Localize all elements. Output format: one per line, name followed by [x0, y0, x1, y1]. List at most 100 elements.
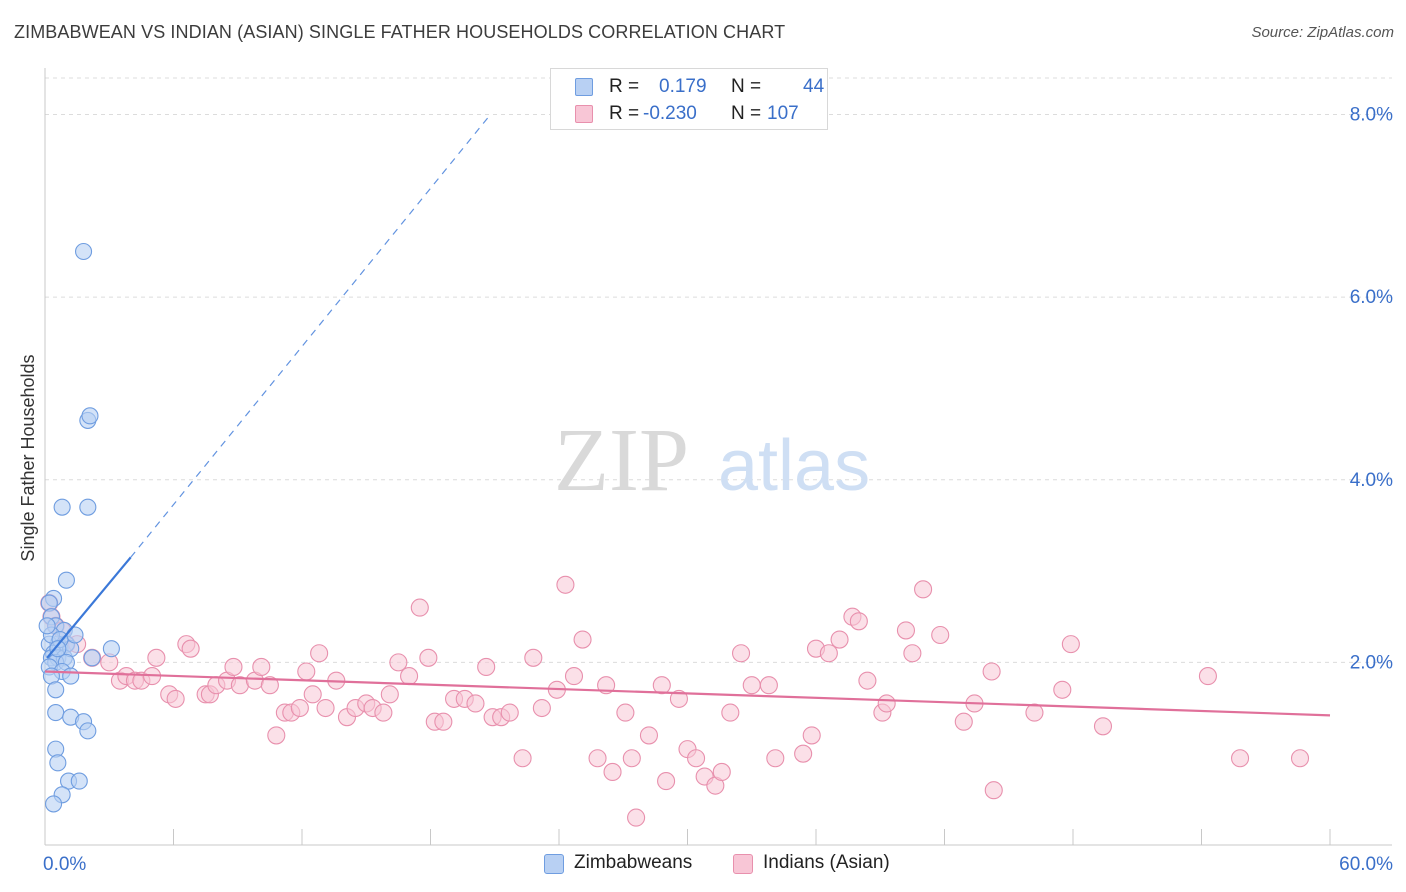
data-point-indians [400, 667, 419, 686]
data-point-indians [297, 662, 316, 681]
y-tick-labels: 2.0% 4.0% 6.0% 8.0% [1350, 105, 1393, 674]
data-point-indians [389, 653, 408, 672]
data-point-indians [316, 698, 335, 718]
data-point-indians [290, 698, 309, 718]
data-point-indians [419, 648, 438, 667]
data-point-indians [802, 726, 821, 745]
data-point-indians [731, 644, 751, 663]
data-point-indians [303, 685, 322, 704]
data-point-indians [819, 644, 838, 663]
y-tick-label: 4.0% [1350, 470, 1393, 491]
legend-label-indians: Indians (Asian) [763, 852, 890, 873]
legend-r-label: R = [609, 103, 640, 124]
data-point-indians [669, 689, 688, 708]
legend-label-zimbabweans: Zimbabweans [574, 852, 693, 873]
data-point-indians [466, 694, 485, 713]
data-point-indians [524, 648, 543, 667]
data-point-indians [147, 648, 166, 667]
watermark-zip: ZIP [554, 411, 689, 510]
data-point-indians [858, 671, 877, 690]
data-point-indians [181, 639, 200, 658]
data-point-zimbabweans [45, 795, 63, 813]
trend-line-zimbabweans [46, 556, 132, 659]
trend-line-zimbabweans-extension [130, 114, 491, 558]
data-point-indians [914, 580, 933, 599]
data-point-indians [1061, 635, 1080, 654]
data-point-indians [721, 703, 740, 722]
data-point-zimbabweans [83, 649, 101, 667]
trend-line-indians [44, 670, 1331, 717]
y-tick-label: 2.0% [1350, 652, 1393, 673]
data-point-zimbabweans [62, 667, 80, 685]
data-point-indians [627, 808, 646, 827]
data-point-indians [766, 749, 785, 768]
data-point-indians [742, 676, 761, 695]
legend-n-label: N = [731, 103, 762, 124]
data-point-zimbabweans [49, 754, 67, 772]
legend-n-value: 44 [803, 76, 825, 97]
data-point-indians [849, 612, 868, 631]
source-label: Source: ZipAtlas.com [1251, 24, 1394, 41]
data-point-indians [260, 676, 279, 695]
data-point-indians [896, 621, 916, 640]
data-point-indians [1053, 680, 1072, 699]
indians-asian-points [40, 575, 1310, 827]
x-tick-labels: 0.0% 60.0% [43, 854, 1393, 875]
data-point-indians [556, 575, 575, 594]
legend-r-value: -0.230 [643, 103, 697, 124]
data-point-indians [380, 685, 399, 704]
data-point-indians [166, 689, 185, 708]
data-point-indians [603, 762, 622, 782]
data-point-indians [477, 657, 496, 676]
data-point-indians [931, 625, 950, 645]
legend-n-label: N = [731, 76, 762, 97]
data-point-indians [500, 703, 519, 722]
legend-r-value: 0.179 [659, 76, 707, 97]
data-point-indians [564, 667, 584, 686]
x-tick-label: 0.0% [43, 854, 86, 875]
data-point-indians [374, 703, 393, 722]
trend-lines [44, 114, 1331, 717]
data-point-indians [1231, 749, 1250, 768]
data-point-zimbabweans [81, 407, 99, 425]
y-tick-label: 8.0% [1350, 105, 1393, 126]
correlation-legend: R = 0.179 N = 44 R = -0.230 N = 107 [550, 68, 828, 130]
data-point-indians [712, 762, 731, 782]
data-point-zimbabweans [53, 498, 71, 516]
data-point-indians [1198, 667, 1217, 686]
data-point-indians [410, 598, 429, 617]
axes [44, 68, 1392, 846]
data-point-zimbabweans [49, 640, 67, 658]
legend-r-label: R = [609, 76, 640, 97]
data-point-indians [830, 630, 849, 649]
zimbabweans-points [38, 242, 120, 813]
data-point-indians [310, 644, 329, 663]
data-point-indians [588, 749, 607, 768]
data-point-indians [532, 698, 551, 718]
data-point-indians [573, 630, 592, 649]
data-point-indians [1093, 717, 1113, 736]
legend-swatch-pink [733, 854, 753, 874]
data-point-indians [657, 772, 676, 791]
data-point-indians [652, 676, 671, 695]
data-point-indians [616, 703, 635, 722]
data-point-indians [513, 749, 532, 768]
data-point-indians [954, 712, 973, 731]
data-point-zimbabweans [38, 617, 56, 635]
gridlines [45, 77, 1392, 663]
legend-swatch-blue [575, 78, 593, 96]
data-point-zimbabweans [75, 242, 93, 261]
legend-swatch-blue [544, 854, 564, 874]
data-point-indians [759, 676, 778, 695]
data-point-zimbabweans [79, 498, 97, 516]
data-point-indians [1290, 749, 1310, 768]
legend-n-value: 107 [767, 103, 799, 124]
data-point-indians [794, 744, 813, 763]
data-point-zimbabweans [57, 571, 75, 589]
data-point-zimbabweans [79, 722, 97, 740]
data-point-zimbabweans [47, 704, 65, 722]
data-point-indians [434, 712, 453, 731]
data-point-indians [903, 644, 922, 663]
data-point-indians [687, 749, 706, 768]
